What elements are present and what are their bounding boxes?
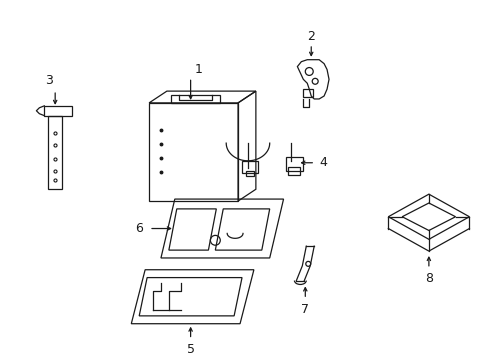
Bar — [44, 106, 72, 116]
Bar — [288, 167, 300, 175]
Text: 1: 1 — [194, 63, 202, 76]
Text: 3: 3 — [45, 74, 53, 87]
Text: 4: 4 — [319, 156, 326, 169]
Text: 8: 8 — [424, 272, 432, 285]
Text: 6: 6 — [135, 222, 143, 235]
Text: 2: 2 — [306, 30, 315, 42]
Bar — [285, 157, 303, 171]
Bar — [170, 95, 220, 103]
Bar — [245, 171, 253, 176]
Text: 7: 7 — [301, 302, 309, 315]
Bar — [242, 161, 257, 172]
Bar — [48, 116, 62, 189]
Text: 5: 5 — [186, 343, 194, 356]
Bar — [149, 103, 238, 201]
Bar — [303, 89, 313, 97]
